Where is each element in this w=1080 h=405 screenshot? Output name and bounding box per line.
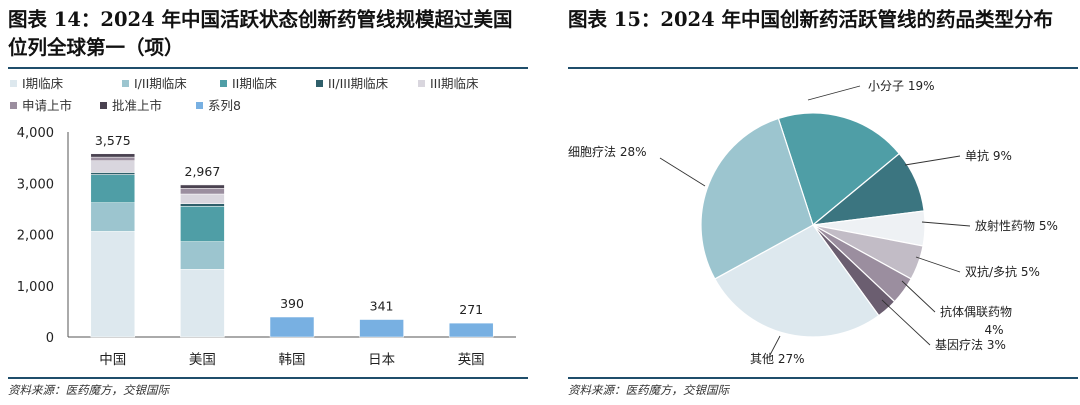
pie-slice xyxy=(714,224,880,338)
pie-label: 单抗 9% xyxy=(965,148,1012,163)
legend-label: 批准上市 xyxy=(112,98,162,113)
bar-segment xyxy=(180,184,225,189)
bar-segment xyxy=(90,231,136,338)
x-tick-label: 日本 xyxy=(368,352,395,368)
bar-total-label: 271 xyxy=(459,302,483,317)
y-tick-label: 4,000 xyxy=(17,126,54,141)
bar-total-label: 2,967 xyxy=(185,164,221,179)
left-chart-title: 图表 14：2024 年中国活跃状态创新药管线规模超过美国位列全球第一（项） xyxy=(8,8,513,59)
bar-segment xyxy=(90,174,136,203)
bar-segment xyxy=(359,319,404,338)
bar-segment xyxy=(180,188,225,195)
left-source: 资料来源：医药魔方，交银国际 xyxy=(8,383,169,397)
pie-label: 其他 27% xyxy=(750,352,805,366)
legend-swatch xyxy=(10,102,17,109)
bar-segment xyxy=(180,193,225,204)
leader-line xyxy=(901,280,936,313)
pie-slice xyxy=(700,117,814,280)
x-tick-label: 英国 xyxy=(458,351,485,368)
right-source-rule xyxy=(568,377,1078,379)
leader-line xyxy=(921,221,971,227)
x-tick-label: 美国 xyxy=(189,352,216,368)
bar-segment xyxy=(180,203,225,207)
bar-segment xyxy=(180,269,225,338)
y-tick-label: 2,000 xyxy=(17,229,54,244)
pie-label-extra: 4% xyxy=(984,323,1003,337)
pie-label: 小分子 19% xyxy=(868,79,935,93)
bar-total-label: 341 xyxy=(370,299,394,314)
bar-segment xyxy=(180,241,225,270)
bar-segment xyxy=(90,156,136,161)
right-title-rule xyxy=(568,67,1078,69)
x-tick-label: 韩国 xyxy=(279,352,306,368)
leader-line xyxy=(915,256,961,273)
bar-segment xyxy=(90,160,136,173)
legend-label: III期临床 xyxy=(430,76,479,91)
leader-line xyxy=(904,155,961,166)
legend-swatch xyxy=(418,80,425,87)
left-title-rule xyxy=(8,67,528,69)
legend-swatch xyxy=(316,80,323,87)
right-chart-title: 图表 15：2024 年中国创新药活跃管线的药品类型分布 xyxy=(568,8,1053,31)
leader-line xyxy=(659,157,706,187)
bar-total-label: 3,575 xyxy=(95,133,131,148)
pie-label: 放射性药物 5% xyxy=(975,218,1058,233)
legend-label: 申请上市 xyxy=(22,98,72,113)
pie-label: 双抗/多抗 5% xyxy=(965,264,1040,279)
legend-label: II期临床 xyxy=(232,76,277,91)
legend-swatch xyxy=(10,80,17,87)
left-panel: 图表 14：2024 年中国活跃状态创新药管线规模超过美国位列全球第一（项） I… xyxy=(0,0,530,405)
legend-label: II/III期临床 xyxy=(328,76,389,91)
leader-line xyxy=(881,299,931,346)
right-panel: 图表 15：2024 年中国创新药活跃管线的药品类型分布 小分子 19% 单抗 9… xyxy=(560,0,1080,405)
right-source: 资料来源：医药魔方，交银国际 xyxy=(568,383,729,397)
bar-segment xyxy=(448,322,494,338)
bar-segment xyxy=(90,153,136,158)
legend-swatch xyxy=(122,80,129,87)
bar-segment xyxy=(90,172,136,175)
pie-slice xyxy=(777,112,901,227)
y-tick-label: 3,000 xyxy=(17,177,54,192)
pie-label: 基因疗法 3% xyxy=(935,338,1006,352)
leader-line xyxy=(807,85,861,101)
legend-swatch xyxy=(220,80,227,87)
bar-segment xyxy=(269,316,315,338)
x-tick-label: 中国 xyxy=(99,352,126,368)
legend-label: 系列8 xyxy=(208,98,241,113)
left-source-rule xyxy=(8,377,528,379)
bar-segment xyxy=(90,202,136,232)
pie-label: 细胞疗法 28% xyxy=(568,145,647,159)
y-tick-label: 1,000 xyxy=(17,280,54,295)
legend-swatch xyxy=(100,102,107,109)
y-tick-label: 0 xyxy=(46,331,54,346)
legend-label: I/II期临床 xyxy=(134,76,187,91)
pie-label: 抗体偶联药物 xyxy=(940,304,1012,319)
bar-total-label: 390 xyxy=(280,296,304,311)
legend-label: I期临床 xyxy=(22,76,64,91)
legend-swatch xyxy=(196,102,203,109)
bar-segment xyxy=(180,206,225,242)
leader-line xyxy=(769,335,781,356)
